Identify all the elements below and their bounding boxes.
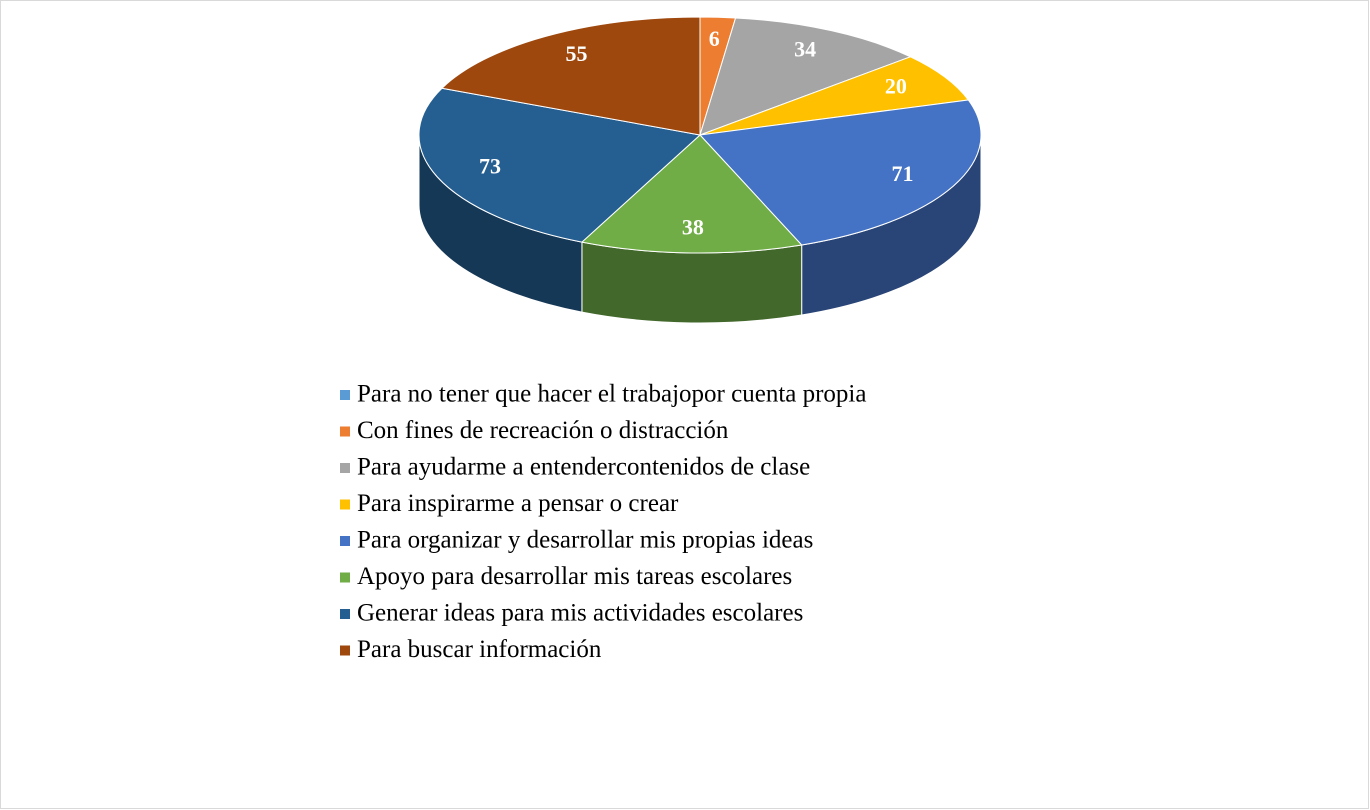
legend-label: Para organizar y desarrollar mis propias…: [357, 527, 813, 554]
data-label: 55: [565, 41, 587, 66]
data-label: 6: [709, 26, 720, 51]
pie-slice: [699, 56, 970, 136]
pie-side: [581, 241, 803, 324]
legend-swatch: [340, 572, 350, 583]
pie-slice: [580, 134, 803, 254]
pie-slice: [698, 99, 982, 246]
legend-swatch: [340, 499, 350, 510]
legend-label: Para ayudarme a entendercontenidos de cl…: [357, 454, 810, 481]
data-label: 71: [891, 161, 913, 186]
legend-swatch: [340, 609, 350, 619]
legend-swatch: [340, 645, 350, 656]
pie-slice: [699, 17, 912, 136]
data-label: 38: [682, 214, 704, 239]
legend-swatch: [340, 426, 350, 437]
pie-slice: [418, 87, 702, 243]
legend-swatch: [340, 536, 350, 546]
legend-swatch: [340, 390, 350, 400]
legend-label: Para no tener que hacer el trabajopor cu…: [357, 381, 866, 408]
data-label: 34: [794, 37, 816, 62]
legend-label: Para inspirarme a pensar o crear: [357, 490, 679, 517]
legend-swatch: [340, 463, 350, 473]
legend-label: Generar ideas para mis actividades escol…: [357, 600, 803, 627]
pie-slice: [440, 16, 701, 136]
data-label: 73: [479, 154, 501, 179]
legend-label: Para buscar información: [357, 636, 602, 663]
data-label: 20: [885, 74, 907, 99]
legend-label: Con fines de recreación o distracción: [357, 417, 729, 444]
legend-label: Apoyo para desarrollar mis tareas escola…: [357, 563, 792, 590]
